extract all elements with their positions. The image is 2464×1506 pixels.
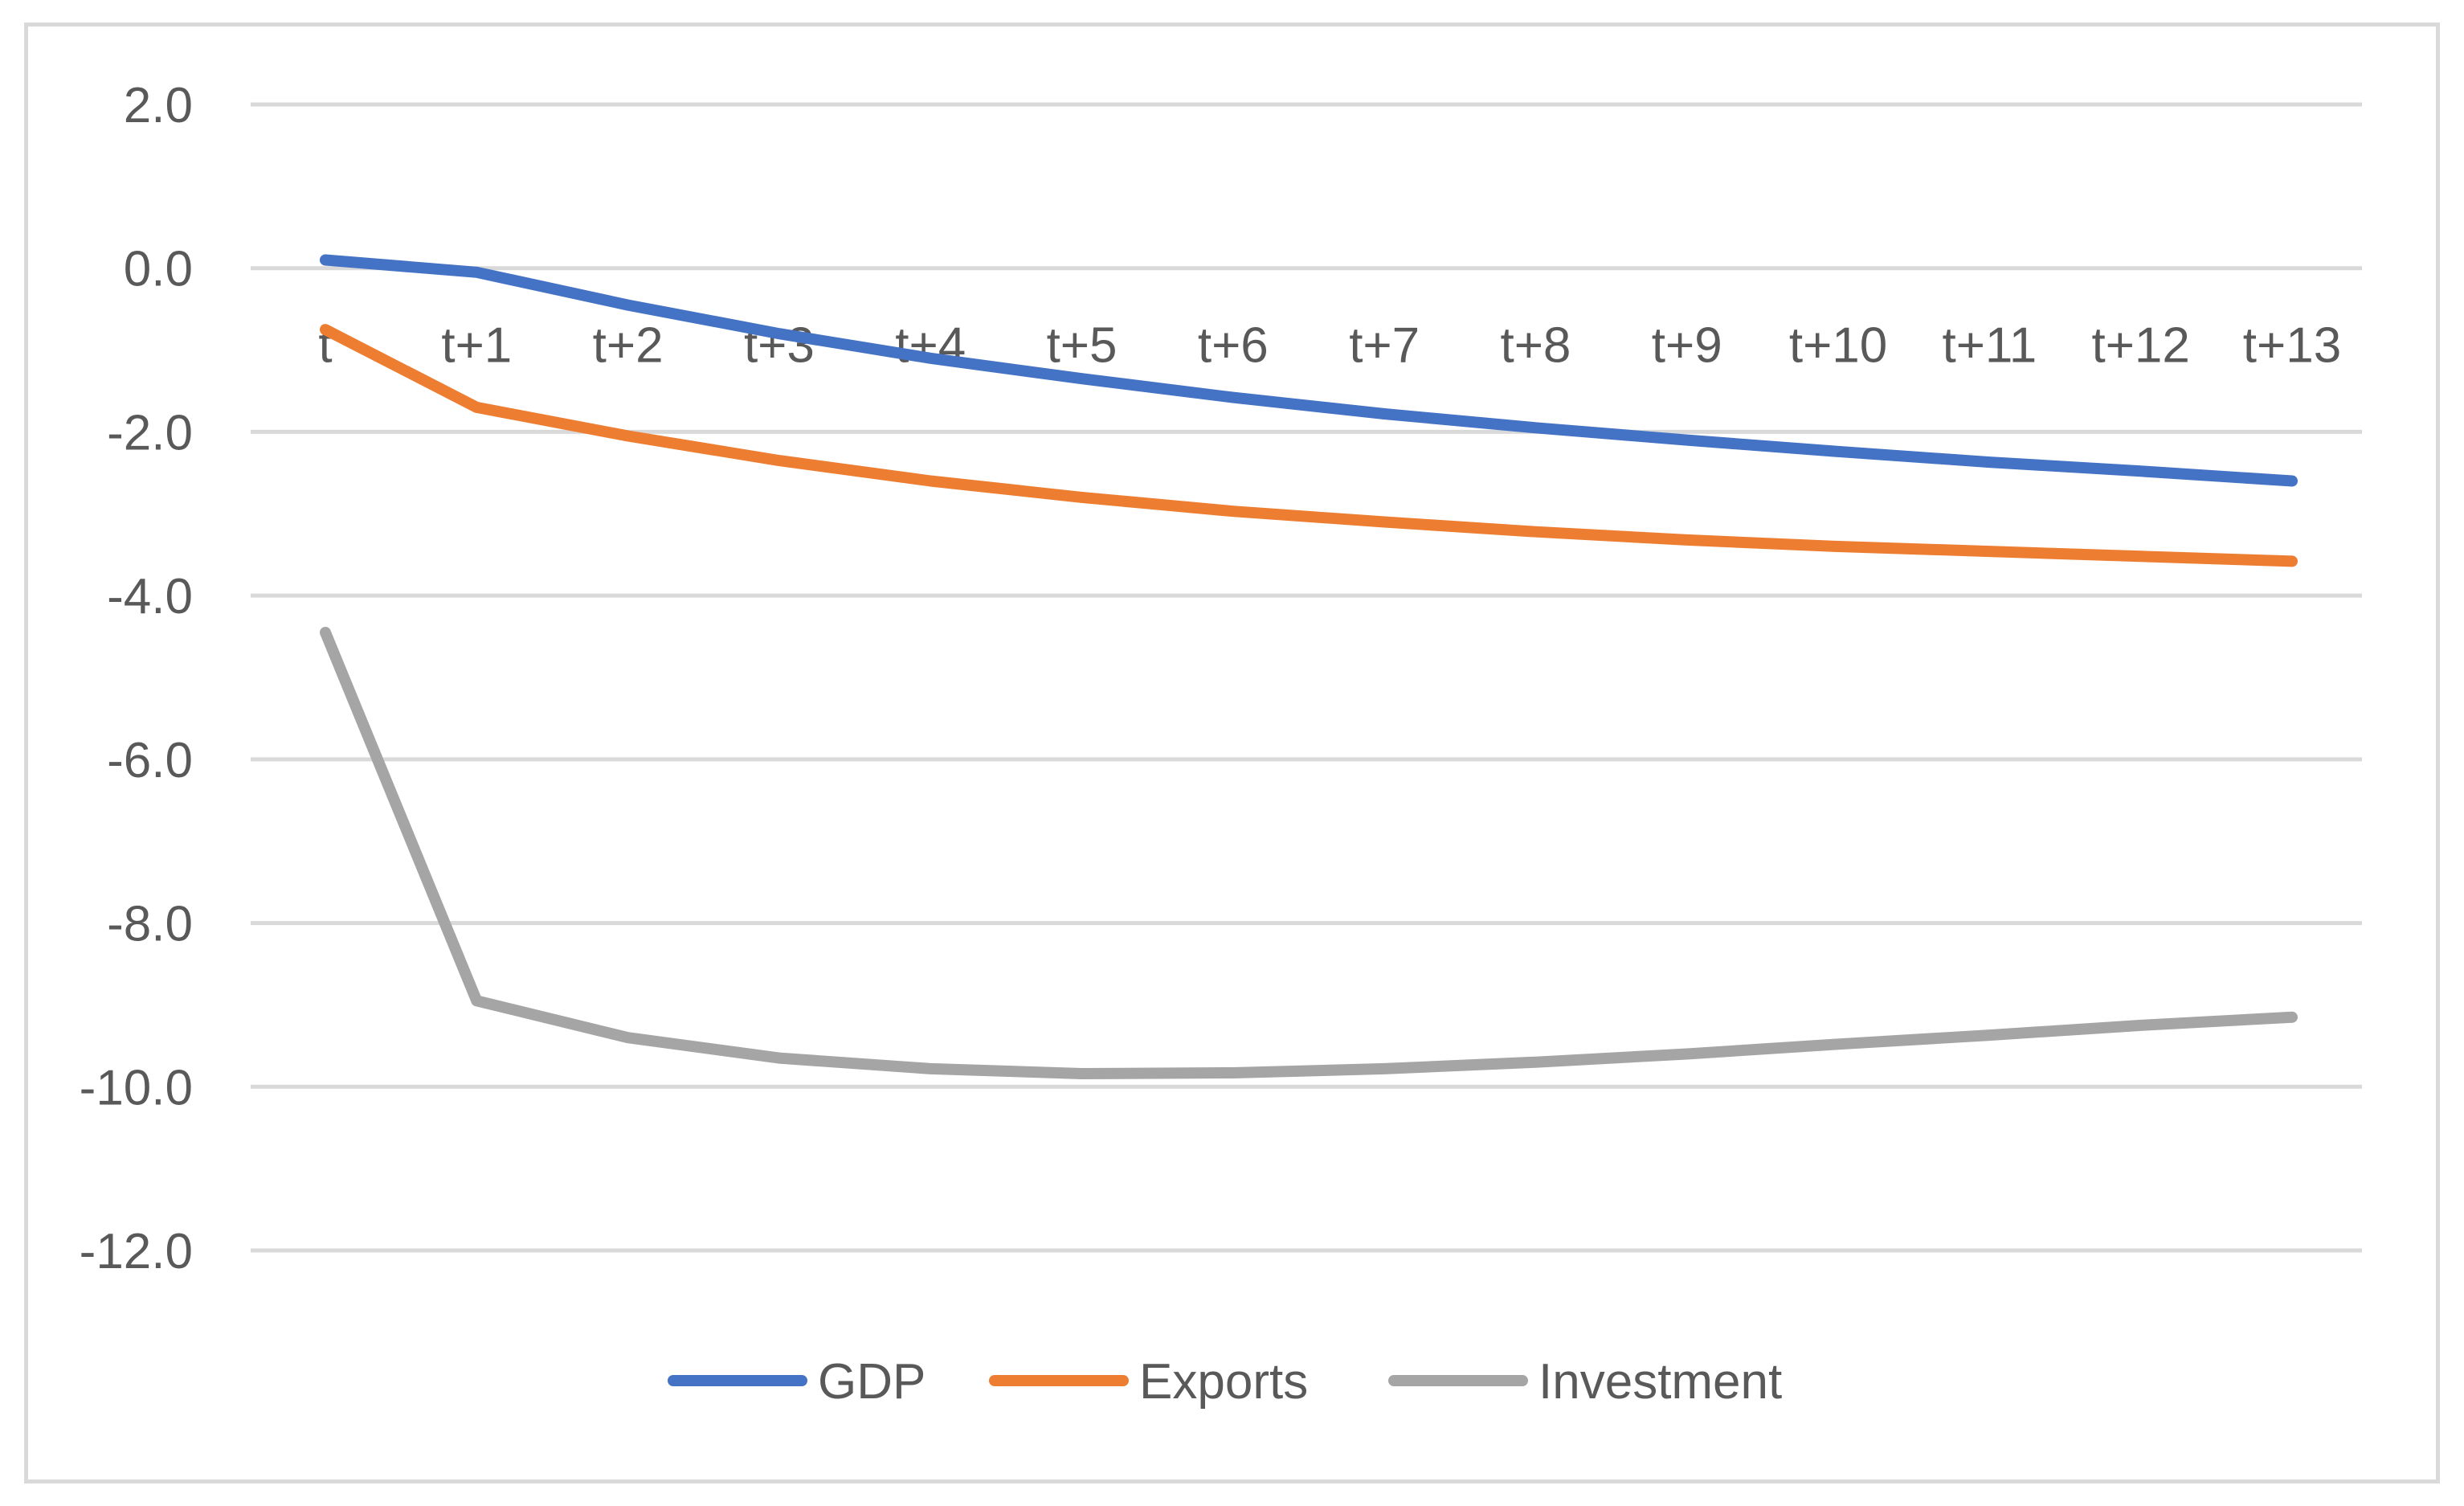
y-axis-ticks: 2.0 0.0 -2.0 -4.0 -6.0 -8.0 -10.0 -12.0 <box>80 78 193 1279</box>
x-tick-label: t+5 <box>1047 318 1118 374</box>
legend-label-gdp: GDP <box>818 1354 926 1410</box>
y-tick-label: -10.0 <box>80 1060 193 1115</box>
x-axis-ticks: t t+1 t+2 t+3 t+4 t+5 t+6 t+7 t+8 t+9 t+10 t+11 t+12… <box>318 318 2341 374</box>
x-tick-label: t+12 <box>2091 318 2189 374</box>
series-line-exports <box>320 324 2298 567</box>
series-lines <box>320 254 2298 1079</box>
y-tick-label: -8.0 <box>107 897 193 952</box>
gridlines <box>251 102 2362 1253</box>
legend-label-exports: Exports <box>1139 1354 1308 1410</box>
x-tick-label: t+13 <box>2243 318 2341 374</box>
x-tick-label: t+2 <box>593 318 664 374</box>
series-line-investment <box>320 627 2298 1079</box>
legend-label-investment: Investment <box>1538 1354 1782 1410</box>
y-tick-label: -2.0 <box>107 405 193 460</box>
y-tick-label: -6.0 <box>107 733 193 788</box>
x-tick-label: t+11 <box>1942 318 2037 374</box>
x-tick-label: t+8 <box>1501 318 1571 374</box>
x-tick-label: t+9 <box>1652 318 1722 374</box>
y-tick-label: -4.0 <box>107 569 193 624</box>
x-tick-label: t+10 <box>1789 318 1887 374</box>
y-tick-label: 0.0 <box>124 242 193 297</box>
legend: GDP Exports Investment <box>668 1354 1782 1410</box>
x-tick-label: t+6 <box>1198 318 1269 374</box>
x-tick-label: t+1 <box>441 318 512 374</box>
y-tick-label: 2.0 <box>124 78 193 133</box>
series-line-gdp <box>320 254 2298 487</box>
y-tick-label: -12.0 <box>80 1224 193 1279</box>
x-tick-label: t+7 <box>1349 318 1420 374</box>
